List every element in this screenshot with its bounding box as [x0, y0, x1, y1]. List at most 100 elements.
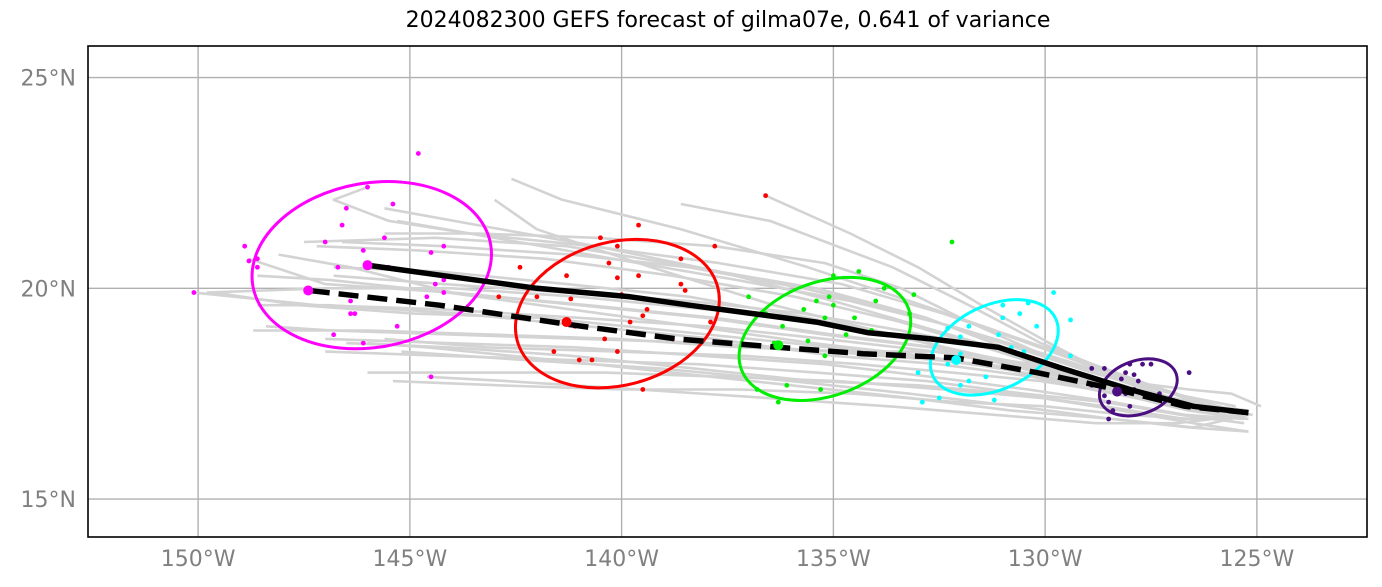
member-position-point — [343, 205, 349, 211]
member-position-point — [352, 311, 358, 317]
member-position-point — [915, 370, 921, 376]
member-position-point — [822, 315, 828, 321]
member-position-point — [814, 298, 819, 304]
member-position-point — [873, 298, 879, 304]
member-position-point — [255, 264, 260, 270]
group-mean-point-4 — [951, 354, 962, 365]
uncertainty-ellipse-5 — [1097, 357, 1179, 418]
member-position-point — [1118, 376, 1124, 382]
group-mean-point-2 — [561, 317, 572, 328]
member-position-point — [335, 264, 341, 270]
member-position-point — [822, 353, 828, 359]
member-position-point — [614, 349, 620, 354]
member-position-point — [919, 399, 925, 405]
member-position-point — [881, 285, 887, 291]
y-tick-label: 15°N — [21, 488, 76, 513]
member-position-point — [775, 399, 781, 405]
member-position-point — [602, 336, 608, 342]
member-position-point — [852, 315, 857, 321]
member-position-point — [627, 319, 633, 325]
member-position-point — [682, 288, 688, 293]
x-tick-label: 130°W — [1008, 547, 1083, 572]
member-position-point — [348, 311, 353, 317]
ensemble-track — [325, 337, 1245, 421]
member-position-point — [424, 294, 430, 300]
member-position-point — [1017, 311, 1023, 317]
member-position-point — [441, 290, 447, 295]
member-position-point — [818, 387, 824, 392]
member-position-point — [1140, 361, 1145, 367]
member-position-point — [708, 319, 713, 325]
member-position-point — [949, 239, 955, 245]
ensemble-track — [257, 303, 1249, 421]
group-mean-point-3 — [773, 340, 784, 351]
member-position-point — [636, 222, 641, 228]
group-mean-point-5 — [1112, 386, 1123, 397]
member-position-point — [394, 323, 400, 329]
member-position-point — [441, 243, 447, 249]
member-position-point — [712, 243, 718, 249]
chart-title: 2024082300 GEFS forecast of gilma07e, 0.… — [405, 8, 1051, 33]
member-position-point — [517, 264, 523, 270]
member-position-point — [958, 351, 963, 357]
member-position-point — [415, 151, 421, 156]
member-position-point — [322, 239, 328, 245]
member-position-point — [678, 281, 684, 287]
plot-content — [191, 151, 1262, 433]
uncertainty-ellipse-3 — [737, 275, 913, 402]
group-mean-point-1 — [303, 285, 314, 296]
plot-frame — [87, 45, 1368, 538]
member-position-point — [936, 395, 942, 401]
member-position-point — [644, 307, 650, 312]
member-position-point — [1102, 366, 1107, 371]
member-position-point — [598, 235, 603, 241]
member-position-point — [966, 323, 972, 329]
member-position-point — [1127, 403, 1133, 409]
member-position-point — [826, 294, 832, 300]
member-position-point — [805, 338, 811, 344]
x-tick-label: 150°W — [161, 547, 236, 572]
member-position-point — [1106, 416, 1112, 422]
member-position-point — [331, 332, 337, 338]
member-position-point — [428, 250, 434, 255]
member-position-point — [390, 201, 396, 207]
member-position-point — [428, 374, 434, 380]
member-position-point — [991, 397, 997, 403]
member-position-point — [856, 269, 862, 274]
uncertainty-ellipse-1 — [250, 180, 493, 351]
ensemble-track — [384, 232, 1262, 408]
member-position-point — [1106, 399, 1112, 405]
member-position-point — [746, 294, 752, 300]
member-position-point — [763, 193, 769, 199]
member-position-point — [678, 256, 684, 262]
member-position-point — [496, 294, 502, 300]
ensemble-track — [392, 379, 1249, 421]
member-position-point — [242, 243, 248, 249]
member-position-point — [801, 307, 807, 312]
member-position-point — [360, 340, 366, 346]
member-position-point — [843, 332, 849, 338]
member-position-point — [564, 273, 569, 279]
uncertainty-ellipse-4 — [928, 298, 1060, 397]
member-position-point — [1089, 366, 1095, 371]
x-tick-label: 135°W — [796, 547, 871, 572]
member-position-point — [830, 302, 836, 308]
ensemble-track — [396, 219, 1249, 417]
y-tick-label: 25°N — [21, 67, 76, 92]
member-position-point — [1068, 353, 1073, 359]
member-position-point — [640, 313, 646, 319]
member-position-point — [551, 349, 557, 354]
member-position-point — [640, 387, 646, 392]
member-position-point — [348, 298, 353, 304]
member-position-point — [784, 382, 790, 388]
member-position-point — [246, 258, 252, 264]
member-position-point — [534, 294, 540, 300]
member-position-point — [996, 332, 1001, 338]
ensemble-track — [257, 274, 1253, 417]
member-position-point — [958, 382, 963, 388]
member-position-point — [1131, 372, 1137, 378]
member-position-point — [365, 184, 370, 190]
member-position-point — [191, 290, 197, 295]
member-position-point — [1123, 370, 1128, 376]
member-position-point — [606, 260, 612, 266]
